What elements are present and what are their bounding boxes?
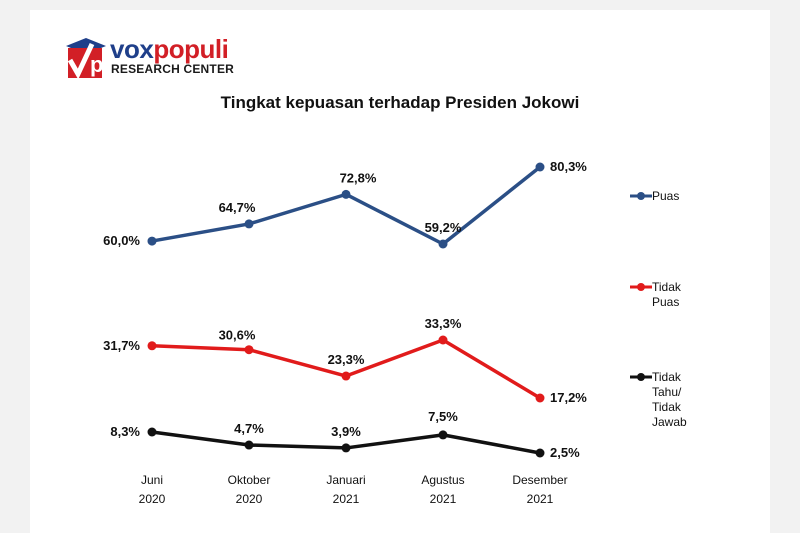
x-tick-label-line: Juni xyxy=(141,473,163,487)
x-tick-label: Desember 2021 xyxy=(512,473,567,506)
legend-label-tidak_tahu: Tidak xyxy=(652,370,682,384)
x-tick-label-line: 2021 xyxy=(430,492,457,506)
data-point-tidak_tahu xyxy=(147,427,157,437)
data-label-tidak_puas: 17,2% xyxy=(550,390,587,405)
x-tick-label-line: 2020 xyxy=(236,492,263,506)
data-label-puas: 80,3% xyxy=(550,159,587,174)
logo-wordmark: voxpopuli xyxy=(110,34,229,65)
logo-name-part2: populi xyxy=(153,34,229,64)
data-point-puas xyxy=(244,219,254,229)
data-point-puas xyxy=(341,189,351,199)
logo-name-part1: vox xyxy=(110,34,154,64)
voxpopuli-logo: p voxpopuli RESEARCH CENTER xyxy=(64,34,254,80)
logo-subtitle: RESEARCH CENTER xyxy=(111,62,235,76)
legend-label-tidak_tahu: Tahu/ xyxy=(652,385,682,399)
series-tidak_puas: 31,7% 30,6% 23,3% 33,3% 17,2% xyxy=(103,316,587,405)
legend-label-tidak_tahu: Tidak xyxy=(652,400,682,414)
legend-label-tidak_puas: Puas xyxy=(652,295,679,309)
x-tick-label-line: Januari xyxy=(326,473,365,487)
data-label-tidak_puas: 33,3% xyxy=(425,316,462,331)
data-label-tidak_tahu: 2,5% xyxy=(550,445,580,460)
logo-mark-icon: p xyxy=(66,38,106,80)
x-tick-label-line: Desember xyxy=(512,473,567,487)
x-tick-label-line: 2020 xyxy=(139,492,166,506)
x-tick-label-line: 2021 xyxy=(527,492,554,506)
x-tick-label-line: Oktober xyxy=(228,473,271,487)
data-label-tidak_tahu: 4,7% xyxy=(234,421,264,436)
data-point-tidak_puas xyxy=(147,341,157,351)
data-point-tidak_tahu xyxy=(535,448,545,458)
legend-marker-tidak_puas xyxy=(637,283,645,291)
data-label-puas: 60,0% xyxy=(103,233,140,248)
legend-label-puas: Puas xyxy=(652,189,679,203)
data-point-tidak_puas xyxy=(438,335,448,345)
x-tick-label-line: 2021 xyxy=(333,492,360,506)
data-point-puas xyxy=(438,239,448,249)
data-label-tidak_tahu: 8,3% xyxy=(110,424,140,439)
x-tick-label-line: Agustus xyxy=(421,473,464,487)
legend-item-puas: Puas xyxy=(630,189,679,203)
legend-marker-tidak_tahu xyxy=(637,373,645,381)
data-point-puas xyxy=(147,236,157,246)
data-label-tidak_puas: 31,7% xyxy=(103,338,140,353)
data-point-tidak_puas xyxy=(244,345,254,355)
x-tick-label: Oktober 2020 xyxy=(228,473,271,506)
data-point-tidak_tahu xyxy=(341,443,351,453)
data-label-puas: 64,7% xyxy=(219,200,256,215)
data-point-tidak_tahu xyxy=(438,430,448,440)
data-label-tidak_puas: 30,6% xyxy=(219,328,256,343)
data-point-tidak_puas xyxy=(535,393,545,403)
legend-marker-puas xyxy=(637,192,645,200)
series-line-tidak_puas xyxy=(150,338,542,400)
data-point-tidak_tahu xyxy=(244,440,254,450)
x-tick-label: Agustus 2021 xyxy=(421,473,464,506)
data-label-tidak_puas: 23,3% xyxy=(328,352,365,367)
data-label-tidak_tahu: 3,9% xyxy=(331,424,361,439)
x-tick-label: Juni 2020 xyxy=(139,473,166,506)
chart-title: Tingkat kepuasan terhadap Presiden Jokow… xyxy=(220,93,580,112)
data-label-puas: 59,2% xyxy=(425,220,462,235)
data-point-puas xyxy=(535,162,545,172)
legend-label-tidak_puas: Tidak xyxy=(652,280,682,294)
data-label-puas: 72,8% xyxy=(340,170,377,185)
logo-mark-letter: p xyxy=(90,52,103,77)
series-tidak_tahu: 8,3% 4,7% 3,9% 7,5% 2,5% xyxy=(110,409,580,460)
x-tick-label: Januari 2021 xyxy=(326,473,365,506)
legend-label-tidak_tahu: Jawab xyxy=(652,415,687,429)
chart-card xyxy=(30,10,770,533)
series-puas: 60,0% 64,7% 72,8% 59,2% 80,3% xyxy=(103,159,587,249)
data-label-tidak_tahu: 7,5% xyxy=(428,409,458,424)
data-point-tidak_puas xyxy=(341,371,351,381)
